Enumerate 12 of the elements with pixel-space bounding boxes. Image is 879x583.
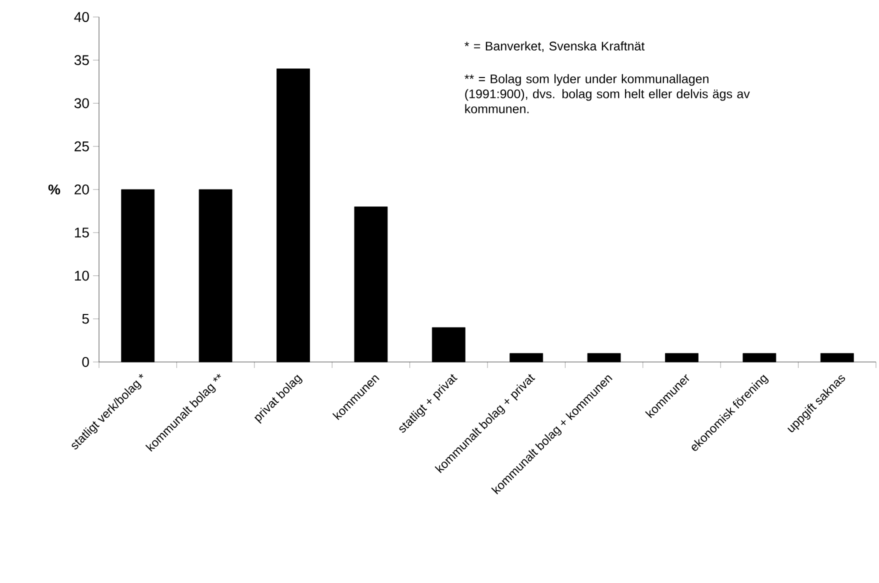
- y-tick-label: 10: [74, 270, 89, 281]
- y-tick-label: 0: [82, 357, 89, 367]
- y-tick-label: 5: [82, 314, 89, 324]
- y-axis-title: %: [48, 184, 60, 194]
- annotation: * = Banverket, Svenska Kraftnät: [464, 41, 645, 52]
- y-tick-label: 15: [74, 228, 89, 238]
- y-tick-label: 35: [74, 55, 89, 66]
- annotation: ** = Bolag som lyder under kommunallagen (1991:900), dvs. bolag som helt eller delvis ägs av kommunen.: [464, 74, 750, 114]
- y-tick-label: 30: [74, 98, 89, 108]
- y-tick-label: 25: [74, 141, 89, 152]
- y-tick-label: 20: [74, 184, 89, 194]
- y-tick-label: 40: [74, 12, 89, 22]
